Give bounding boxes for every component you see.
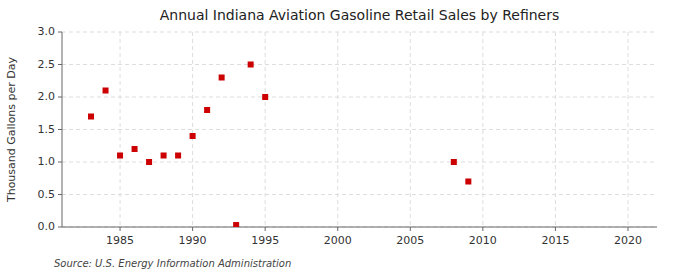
point bbox=[88, 114, 94, 120]
x-tick bbox=[482, 227, 483, 231]
point bbox=[132, 146, 138, 152]
point bbox=[204, 107, 210, 113]
y-tick-label: 1.5 bbox=[38, 123, 56, 136]
y-tick bbox=[58, 64, 62, 65]
x-tick-label: 1985 bbox=[106, 234, 134, 247]
y-grid-line bbox=[62, 64, 657, 65]
x-tick bbox=[410, 227, 411, 231]
points bbox=[88, 62, 471, 228]
y-grid-line bbox=[62, 129, 657, 130]
x-tick bbox=[265, 227, 266, 231]
x-tick-label: 1990 bbox=[179, 234, 207, 247]
x-tick bbox=[555, 227, 556, 231]
point bbox=[117, 153, 123, 159]
y-axis-label: Thousand Gallons per Day bbox=[5, 56, 18, 203]
y-grid-line bbox=[62, 194, 657, 195]
x-grid-line bbox=[482, 32, 483, 227]
x-tick-label: 2010 bbox=[469, 234, 497, 247]
point bbox=[219, 75, 225, 81]
y-tick-label: 1.0 bbox=[38, 155, 56, 168]
y-tick bbox=[58, 129, 62, 130]
y-tick bbox=[58, 194, 62, 195]
point bbox=[465, 179, 471, 185]
x-axis-line bbox=[62, 227, 657, 228]
y-tick-label: 0.5 bbox=[38, 188, 56, 201]
point bbox=[146, 159, 152, 165]
x-tick-label: 2005 bbox=[396, 234, 424, 247]
y-tick-label: 3.0 bbox=[38, 25, 56, 38]
point bbox=[451, 159, 457, 165]
axes: 0.0 0.5 1.0 1.5 2.0 2.5 3.0 1985 1990 1995 2000 200… bbox=[38, 25, 658, 247]
y-tick bbox=[58, 32, 62, 33]
x-tick bbox=[120, 227, 121, 231]
grid bbox=[62, 32, 657, 227]
point bbox=[175, 153, 181, 159]
x-grid-line bbox=[410, 32, 411, 227]
y-tick bbox=[58, 97, 62, 98]
y-tick bbox=[58, 227, 62, 228]
x-tick-label: 2020 bbox=[614, 234, 642, 247]
y-grid-line bbox=[62, 32, 657, 33]
point bbox=[262, 94, 268, 100]
x-tick bbox=[192, 227, 193, 231]
y-tick bbox=[58, 162, 62, 163]
x-tick-label: 2000 bbox=[324, 234, 352, 247]
point bbox=[248, 62, 254, 68]
x-grid-line bbox=[627, 32, 628, 227]
y-tick-label: 2.5 bbox=[38, 58, 56, 71]
y-grid-line bbox=[62, 227, 657, 228]
point bbox=[233, 222, 239, 227]
point bbox=[103, 88, 109, 94]
x-tick bbox=[337, 227, 338, 231]
y-tick-label: 2.0 bbox=[38, 90, 56, 103]
chart: 0.0 0.5 1.0 1.5 2.0 2.5 3.0 1985 1990 1995 2000 200… bbox=[0, 0, 675, 275]
title: Annual Indiana Aviation Gasoline Retail … bbox=[160, 7, 560, 23]
y-tick-label: 0.0 bbox=[38, 220, 56, 233]
point bbox=[161, 153, 167, 159]
x-tick-label: 1995 bbox=[251, 234, 279, 247]
y-grid-line bbox=[62, 97, 657, 98]
y-axis-line bbox=[62, 32, 63, 227]
x-tick bbox=[627, 227, 628, 231]
annotation: Source: U.S. Energy Information Administ… bbox=[54, 258, 291, 269]
point bbox=[190, 133, 196, 139]
x-grid-line bbox=[265, 32, 266, 227]
x-grid-line bbox=[337, 32, 338, 227]
x-grid-line bbox=[192, 32, 193, 227]
x-grid-line bbox=[555, 32, 556, 227]
x-grid-line bbox=[120, 32, 121, 227]
x-tick-label: 2015 bbox=[541, 234, 569, 247]
